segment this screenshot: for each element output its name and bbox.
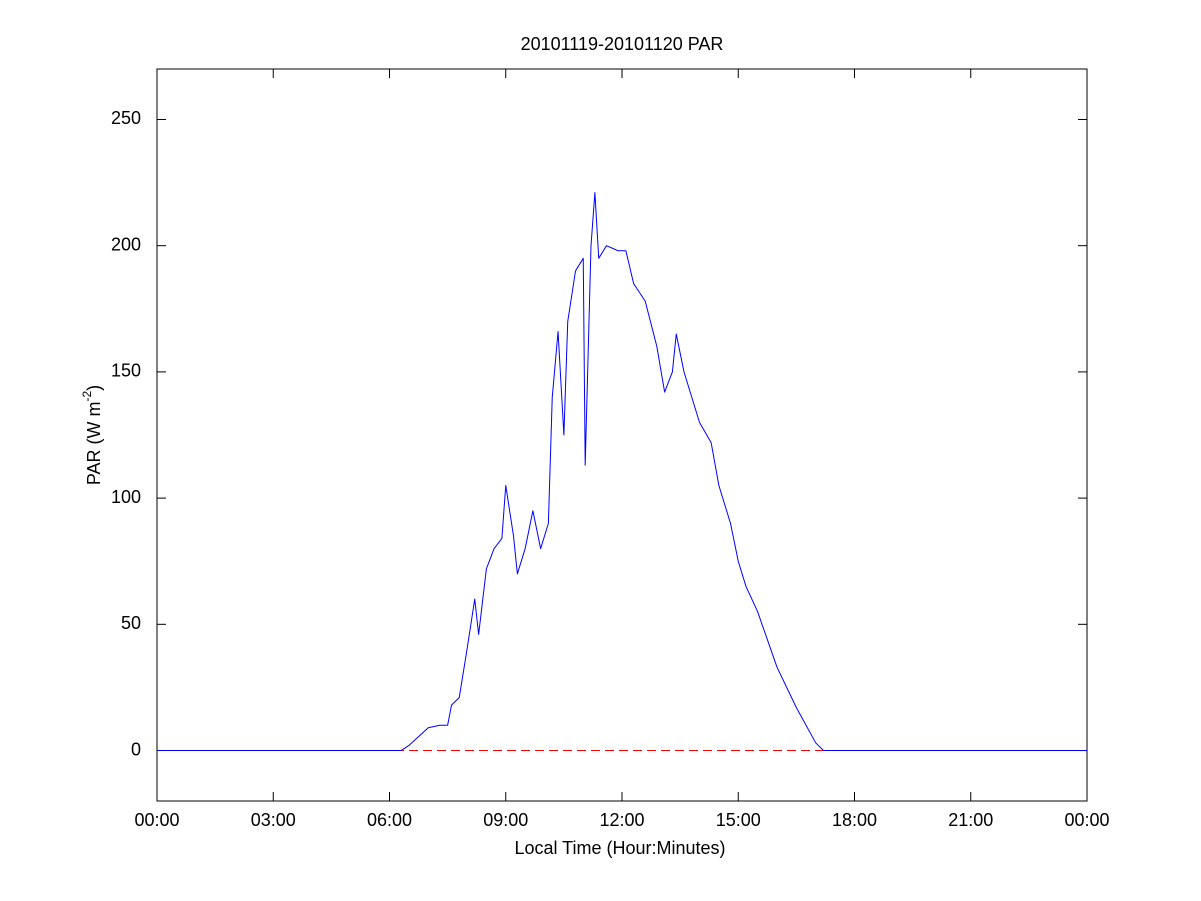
y-label-main: PAR (W m	[84, 402, 104, 486]
x-tick-label: 12:00	[599, 810, 644, 830]
x-tick-label: 15:00	[716, 810, 761, 830]
y-tick-label: 0	[131, 739, 141, 759]
chart-title: 20101119-20101120 PAR	[521, 34, 724, 54]
x-axis-label: Local Time (Hour:Minutes)	[514, 838, 725, 858]
y-tick-label: 250	[111, 108, 141, 128]
y-label-sup: -2	[80, 391, 94, 402]
x-tick-label: 18:00	[832, 810, 877, 830]
data-line	[157, 192, 1087, 752]
x-tick-label: 21:00	[948, 810, 993, 830]
plot-box	[156, 68, 1088, 802]
x-tick-label: 00:00	[134, 810, 179, 830]
x-tick-label: 09:00	[483, 810, 528, 830]
y-label-end: )	[84, 385, 104, 391]
y-tick-label: 100	[111, 487, 141, 507]
y-tick-label: 150	[111, 361, 141, 381]
y-tick-label: 200	[111, 234, 141, 254]
x-tick-label: 03:00	[251, 810, 296, 830]
x-tick-label: 00:00	[1064, 810, 1109, 830]
y-axis-label: PAR (W m-2)	[80, 385, 104, 485]
x-tick-label: 06:00	[367, 810, 412, 830]
y-tick-label: 50	[121, 613, 141, 633]
